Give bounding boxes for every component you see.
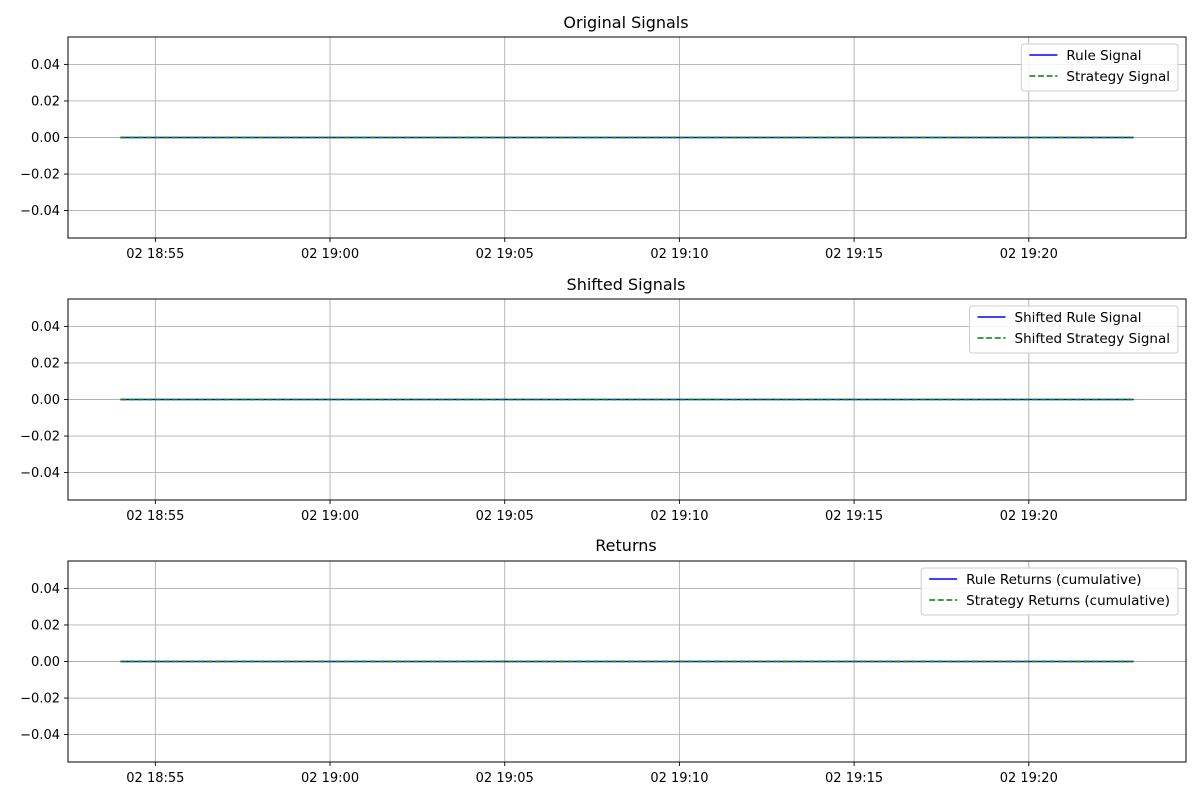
legend-frame xyxy=(969,305,1179,354)
legend-frame xyxy=(1020,43,1179,92)
axes-frame xyxy=(67,36,1187,239)
subplot-returns: Returns 02 18:55 02 19:00 02 19:05 02 19:10… xyxy=(20,536,1187,786)
y-tick-label: 0.02 xyxy=(31,356,60,371)
x-tick-label: 02 19:05 xyxy=(476,247,534,262)
legend: Shifted Rule Signal Shifted Strategy Sign… xyxy=(969,305,1179,354)
y-tick-label: 0.02 xyxy=(31,94,60,109)
y-tick-label: −0.02 xyxy=(20,430,60,445)
plot-area: 02 18:55 02 19:00 02 19:05 02 19:10 02 19:15… xyxy=(20,298,1187,524)
subplot-original-signals: Original Signals 02 18:55 02 19:00 02 19:0… xyxy=(20,13,1187,262)
plot-area: 02 18:55 02 19:00 02 19:05 02 19:10 02 19:15… xyxy=(20,36,1187,262)
legend-label: Rule Returns (cumulative) xyxy=(966,572,1141,588)
x-tick-label: 02 19:20 xyxy=(1000,509,1058,524)
legend-label: Strategy Returns (cumulative) xyxy=(966,593,1170,609)
chart-title: Original Signals xyxy=(563,13,688,32)
y-tick-label: 0.04 xyxy=(31,320,60,335)
x-tick-label: 02 19:15 xyxy=(825,247,883,262)
legend: Rule Signal Strategy Signal xyxy=(1020,43,1179,92)
y-tick-label: −0.02 xyxy=(20,692,60,707)
x-tick-label: 02 19:10 xyxy=(650,247,708,262)
x-tick-label: 02 19:20 xyxy=(1000,771,1058,786)
legend-label: Shifted Strategy Signal xyxy=(1015,331,1170,347)
x-tick-label: 02 18:55 xyxy=(126,509,184,524)
y-tick-label: −0.04 xyxy=(20,204,60,219)
subplot-shifted-signals: Shifted Signals 02 18:55 02 19:00 02 19:05… xyxy=(20,275,1187,524)
x-tick-label: 02 19:05 xyxy=(476,771,534,786)
legend-label: Rule Signal xyxy=(1066,48,1141,64)
x-tick-label: 02 19:00 xyxy=(301,247,359,262)
y-tick-label: 0.02 xyxy=(31,618,60,633)
legend-label: Shifted Rule Signal xyxy=(1015,310,1142,326)
chart-title: Returns xyxy=(595,536,656,555)
y-tick-label: 0.04 xyxy=(31,58,60,73)
y-tick-label: −0.02 xyxy=(20,168,60,183)
x-tick-label: 02 19:05 xyxy=(476,509,534,524)
y-tick-label: −0.04 xyxy=(20,466,60,481)
plot-area: 02 18:55 02 19:00 02 19:05 02 19:10 02 19:15… xyxy=(20,560,1187,786)
y-tick-label: 0.04 xyxy=(31,582,60,597)
x-tick-label: 02 19:00 xyxy=(301,771,359,786)
legend-label: Strategy Signal xyxy=(1066,69,1170,85)
legend: Rule Returns (cumulative) Strategy Return… xyxy=(920,567,1179,616)
axes-frame xyxy=(67,298,1187,501)
x-tick-label: 02 18:55 xyxy=(126,247,184,262)
x-tick-label: 02 18:55 xyxy=(126,771,184,786)
y-tick-label: 0.00 xyxy=(31,393,60,408)
x-tick-label: 02 19:15 xyxy=(825,509,883,524)
chart-title: Shifted Signals xyxy=(567,275,686,294)
x-tick-label: 02 19:15 xyxy=(825,771,883,786)
x-tick-label: 02 19:00 xyxy=(301,509,359,524)
y-tick-label: −0.04 xyxy=(20,728,60,743)
y-tick-label: 0.00 xyxy=(31,655,60,670)
y-tick-label: 0.00 xyxy=(31,131,60,146)
legend-frame xyxy=(920,567,1179,616)
x-tick-label: 02 19:20 xyxy=(1000,247,1058,262)
x-tick-label: 02 19:10 xyxy=(650,771,708,786)
x-tick-label: 02 19:10 xyxy=(650,509,708,524)
axes-frame xyxy=(67,560,1187,763)
